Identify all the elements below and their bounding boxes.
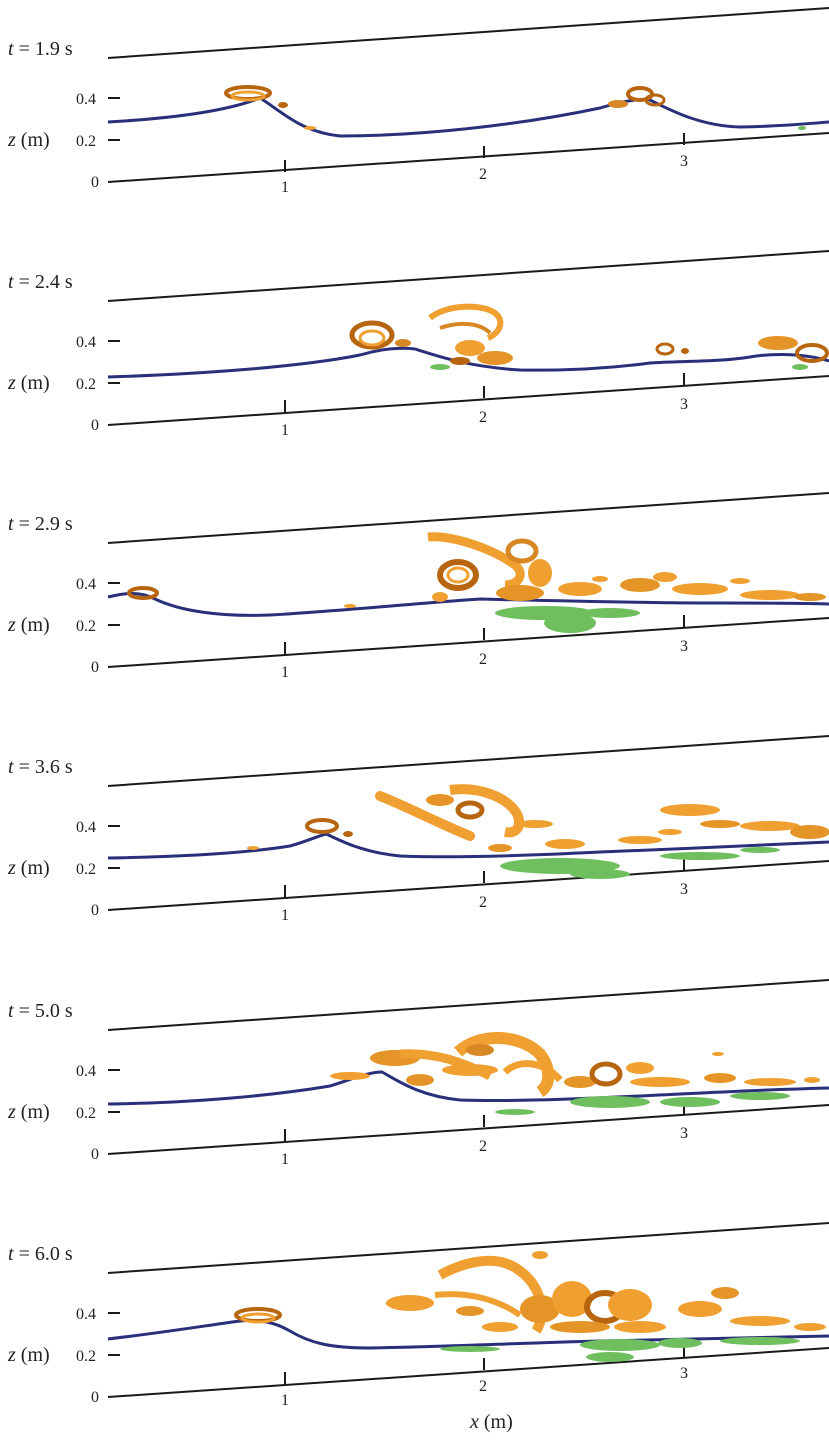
y-tick-label-04: 0.4 <box>76 1063 96 1080</box>
vortex-structures <box>349 303 829 370</box>
y-tick-label-0: 0 <box>91 417 99 434</box>
x-tick-label-2: 2 <box>479 409 487 426</box>
y-tick-label-04: 0.4 <box>76 91 96 108</box>
x-axis-label: x (m) <box>469 1411 513 1433</box>
y-tick-label-04: 0.4 <box>76 576 96 593</box>
x-tick-label-3: 3 <box>680 1125 688 1142</box>
x-tick-label-3: 3 <box>680 638 688 655</box>
x-tick-label-3: 3 <box>680 153 688 170</box>
bed-line <box>107 860 829 911</box>
y-tick-label-0: 0 <box>91 902 99 919</box>
panel-5: t = 5.0 s 0.4 0.2 0 z (m) 1 2 3 <box>7 979 829 1168</box>
back-wall-line <box>107 1222 829 1274</box>
vortex-structures <box>127 532 826 633</box>
panel-6: t = 6.0 s 0.4 0.2 0 z (m) 1 2 3 <box>7 1222 829 1409</box>
vortex-structures <box>224 85 806 130</box>
free-surface <box>107 346 829 379</box>
x-tick-label-1: 1 <box>281 422 289 439</box>
panel-1: t = 1.9 s 0.4 0.2 0 z (m) 1 2 3 <box>7 7 829 196</box>
x-tick-label-2: 2 <box>479 1138 487 1155</box>
y-axis-label: z (m) <box>7 372 50 394</box>
free-surface <box>107 592 829 617</box>
x-tick-label-2: 2 <box>479 894 487 911</box>
vortex-structures <box>234 1251 826 1362</box>
y-axis-label: z (m) <box>7 1344 50 1366</box>
time-label: t = 2.4 s <box>8 271 73 293</box>
y-tick-label-0: 0 <box>91 174 99 191</box>
back-wall-line <box>107 7 829 59</box>
y-axis-label: z (m) <box>7 129 50 151</box>
free-surface <box>107 832 829 860</box>
y-tick-label-04: 0.4 <box>76 1306 96 1323</box>
bed-line <box>107 1347 829 1398</box>
panel-3: t = 2.9 s 0.4 0.2 0 z (m) 1 2 3 <box>7 492 829 681</box>
y-tick-label-02: 0.2 <box>76 618 96 635</box>
y-axis-label: z (m) <box>7 1101 50 1123</box>
x-tick-label-3: 3 <box>680 881 688 898</box>
time-label: t = 2.9 s <box>8 513 73 535</box>
panel-2: t = 2.4 s 0.4 0.2 0 z (m) 1 2 3 <box>7 250 829 439</box>
bed-line <box>107 1104 829 1155</box>
bed-line <box>107 375 829 426</box>
back-wall-line <box>107 492 829 544</box>
y-tick-label-0: 0 <box>91 659 99 676</box>
y-axis-label: z (m) <box>7 614 50 636</box>
y-tick-label-0: 0 <box>91 1146 99 1163</box>
x-tick-label-2: 2 <box>479 1378 487 1395</box>
x-tick-label-1: 1 <box>281 664 289 681</box>
free-surface <box>107 96 829 138</box>
time-label: t = 3.6 s <box>8 756 73 778</box>
panel-4: t = 3.6 s 0.4 0.2 0 z (m) 1 2 3 <box>7 735 829 924</box>
y-tick-label-04: 0.4 <box>76 819 96 836</box>
time-label: t = 1.9 s <box>8 38 73 60</box>
y-tick-label-02: 0.2 <box>76 133 96 150</box>
x-tick-label-1: 1 <box>281 179 289 196</box>
y-tick-label-0: 0 <box>91 1389 99 1406</box>
free-surface <box>107 1319 829 1350</box>
x-tick-label-3: 3 <box>680 1365 688 1382</box>
bed-line <box>107 617 829 668</box>
y-tick-label-02: 0.2 <box>76 376 96 393</box>
y-axis-label: z (m) <box>7 857 50 879</box>
y-tick-label-04: 0.4 <box>76 334 96 351</box>
vortex-structures <box>330 1032 820 1115</box>
time-label: t = 6.0 s <box>8 1243 73 1265</box>
x-tick-label-2: 2 <box>479 651 487 668</box>
y-tick-label-02: 0.2 <box>76 1348 96 1365</box>
bed-line <box>107 132 829 183</box>
y-tick-label-02: 0.2 <box>76 861 96 878</box>
x-tick-label-3: 3 <box>680 396 688 413</box>
time-label: t = 5.0 s <box>8 1000 73 1022</box>
x-tick-label-1: 1 <box>281 907 289 924</box>
x-tick-label-2: 2 <box>479 166 487 183</box>
x-tick-label-1: 1 <box>281 1392 289 1409</box>
free-surface <box>107 1070 829 1106</box>
back-wall-line <box>107 735 829 787</box>
back-wall-line <box>107 250 829 302</box>
back-wall-line <box>107 979 829 1031</box>
vortex-structures <box>247 784 829 879</box>
x-tick-label-1: 1 <box>281 1151 289 1168</box>
y-tick-label-02: 0.2 <box>76 1105 96 1122</box>
